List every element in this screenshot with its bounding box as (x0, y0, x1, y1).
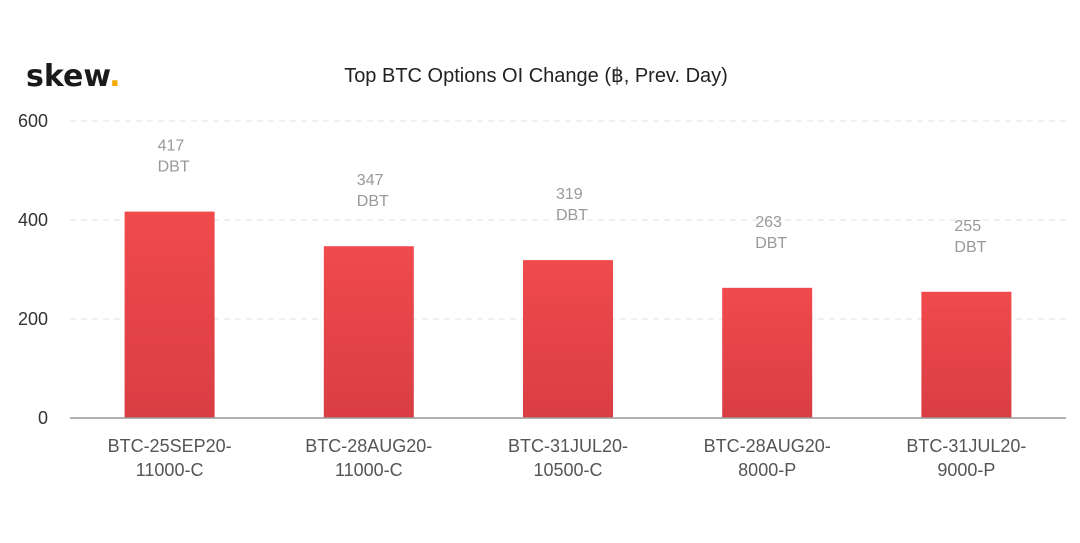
y-tick-label: 0 (38, 408, 48, 428)
data-label-unit: DBT (954, 239, 986, 256)
logo-text: skew (26, 59, 110, 94)
x-tick-label: BTC-28AUG20- 8000-P (704, 436, 831, 480)
x-tick-line: BTC-31JUL20- (508, 436, 628, 456)
data-label: 319 DBT (556, 186, 588, 224)
data-label: 417 DBT (158, 138, 190, 176)
x-tick-line: 10500-C (533, 460, 602, 480)
data-label-value: 255 (954, 218, 981, 235)
data-label-unit: DBT (556, 207, 588, 224)
bars (124, 211, 1012, 418)
data-label-unit: DBT (158, 159, 190, 176)
chart-title: Top BTC Options OI Change (฿, Prev. Day) (344, 65, 728, 87)
logo-dot: . (109, 59, 120, 94)
data-label: 255 DBT (954, 218, 986, 256)
data-label: 263 DBT (755, 214, 787, 252)
data-label-value: 319 (556, 186, 583, 203)
x-tick-line: 11000-C (136, 460, 204, 480)
x-tick-label: BTC-25SEP20- 11000-C (108, 436, 232, 480)
x-tick-line: 8000-P (738, 460, 796, 480)
bar (124, 211, 215, 418)
data-labels: 417 DBT 347 DBT 319 DBT 263 DBT 255 DBT (158, 138, 987, 256)
bar (523, 260, 613, 418)
x-tick-line: BTC-28AUG20- (704, 436, 831, 456)
x-tick-line: BTC-25SEP20- (108, 436, 232, 456)
y-axis-ticks: 0 200 400 600 (18, 111, 48, 428)
x-tick-line: BTC-31JUL20- (906, 436, 1026, 456)
bar (921, 291, 1012, 418)
data-label-unit: DBT (357, 193, 389, 210)
x-tick-line: 9000-P (937, 460, 995, 480)
y-tick-label: 600 (18, 111, 48, 131)
bar (323, 246, 414, 418)
data-label-unit: DBT (755, 235, 787, 252)
x-tick-label: BTC-31JUL20- 9000-P (906, 436, 1026, 480)
x-tick-line: BTC-28AUG20- (305, 436, 432, 456)
y-tick-label: 400 (18, 210, 48, 230)
x-tick-label: BTC-28AUG20- 11000-C (305, 436, 432, 480)
bar (722, 287, 813, 418)
data-label: 347 DBT (357, 172, 389, 210)
skew-logo: skew. (26, 59, 121, 94)
data-label-value: 417 (158, 138, 185, 155)
data-label-value: 347 (357, 172, 384, 189)
x-tick-line: 11000-C (335, 460, 403, 480)
data-label-value: 263 (755, 214, 782, 231)
y-tick-label: 200 (18, 309, 48, 329)
x-axis-ticks: BTC-25SEP20-11000-CBTC-28AUG20-11000-CBT… (108, 436, 1027, 480)
x-tick-label: BTC-31JUL20- 10500-C (508, 436, 628, 480)
